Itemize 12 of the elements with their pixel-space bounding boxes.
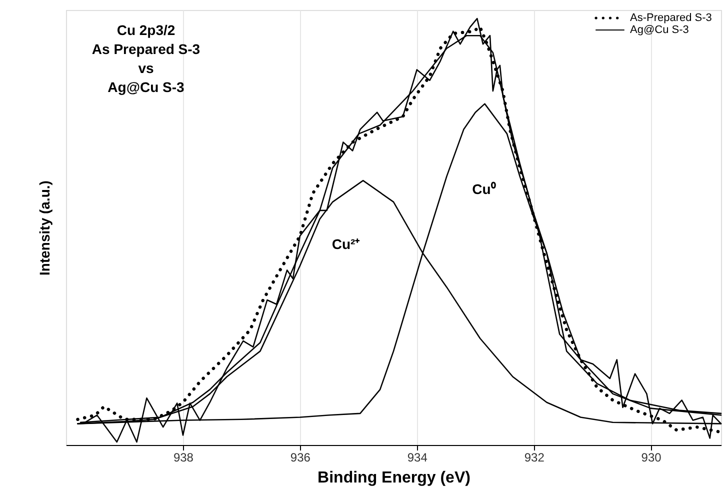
annotation: Cu²⁺ xyxy=(332,236,360,252)
x-tick-label: 934 xyxy=(407,450,428,464)
x-tick-label: 932 xyxy=(524,450,545,464)
x-axis-title: Binding Energy (eV) xyxy=(318,470,470,486)
legend-label: Ag@Cu S-3 xyxy=(630,24,689,36)
x-tick-label: 930 xyxy=(641,450,662,464)
y-axis-title: Intensity (a.u.) xyxy=(36,180,52,276)
x-tick-label: 936 xyxy=(290,450,311,464)
x-tick-label: 938 xyxy=(173,450,194,464)
annotation: Cu⁰ xyxy=(472,181,496,197)
text: Cu 2p3/2 As Prepared S-3 vs Ag@Cu S-3 xyxy=(92,22,200,95)
legend-label: As-Prepared S-3 xyxy=(630,12,712,24)
